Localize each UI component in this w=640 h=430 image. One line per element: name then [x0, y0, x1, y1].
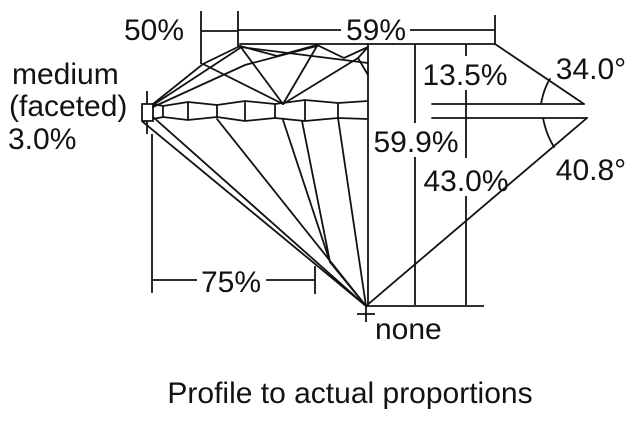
schematic-half-profile [365, 43, 588, 307]
crown-wireframe [152, 43, 496, 108]
pavilion-slope-line [365, 117, 588, 307]
pavilion-wireframe [142, 43, 369, 307]
label-culet: none [375, 313, 442, 346]
label-crown-height: 13.5% [422, 59, 507, 92]
girdle-edge-box [141, 103, 154, 122]
label-girdle-line3: 3.0% [8, 123, 76, 156]
crown-angle-arc [540, 78, 551, 105]
label-girdle-line2: (faceted) [9, 90, 127, 123]
dimension-lines [151, 11, 496, 322]
label-pavilion-depth: 43.0% [423, 165, 508, 198]
label-crown-angle: 34.0° [556, 53, 626, 86]
label-table-size: 59% [346, 14, 406, 47]
label-lower-girdle: 75% [201, 266, 261, 299]
culet-cross-marker [357, 306, 375, 322]
label-girdle-line1: medium [12, 58, 119, 91]
label-pavilion-angle: 40.8° [556, 154, 626, 187]
pavilion-angle-arc [542, 117, 555, 148]
label-star-length: 50% [124, 14, 184, 47]
crown-slope-line [494, 43, 585, 105]
label-total-depth: 59.9% [373, 126, 458, 159]
girdle-band [141, 91, 369, 134]
caption: Profile to actual proportions [167, 377, 532, 410]
